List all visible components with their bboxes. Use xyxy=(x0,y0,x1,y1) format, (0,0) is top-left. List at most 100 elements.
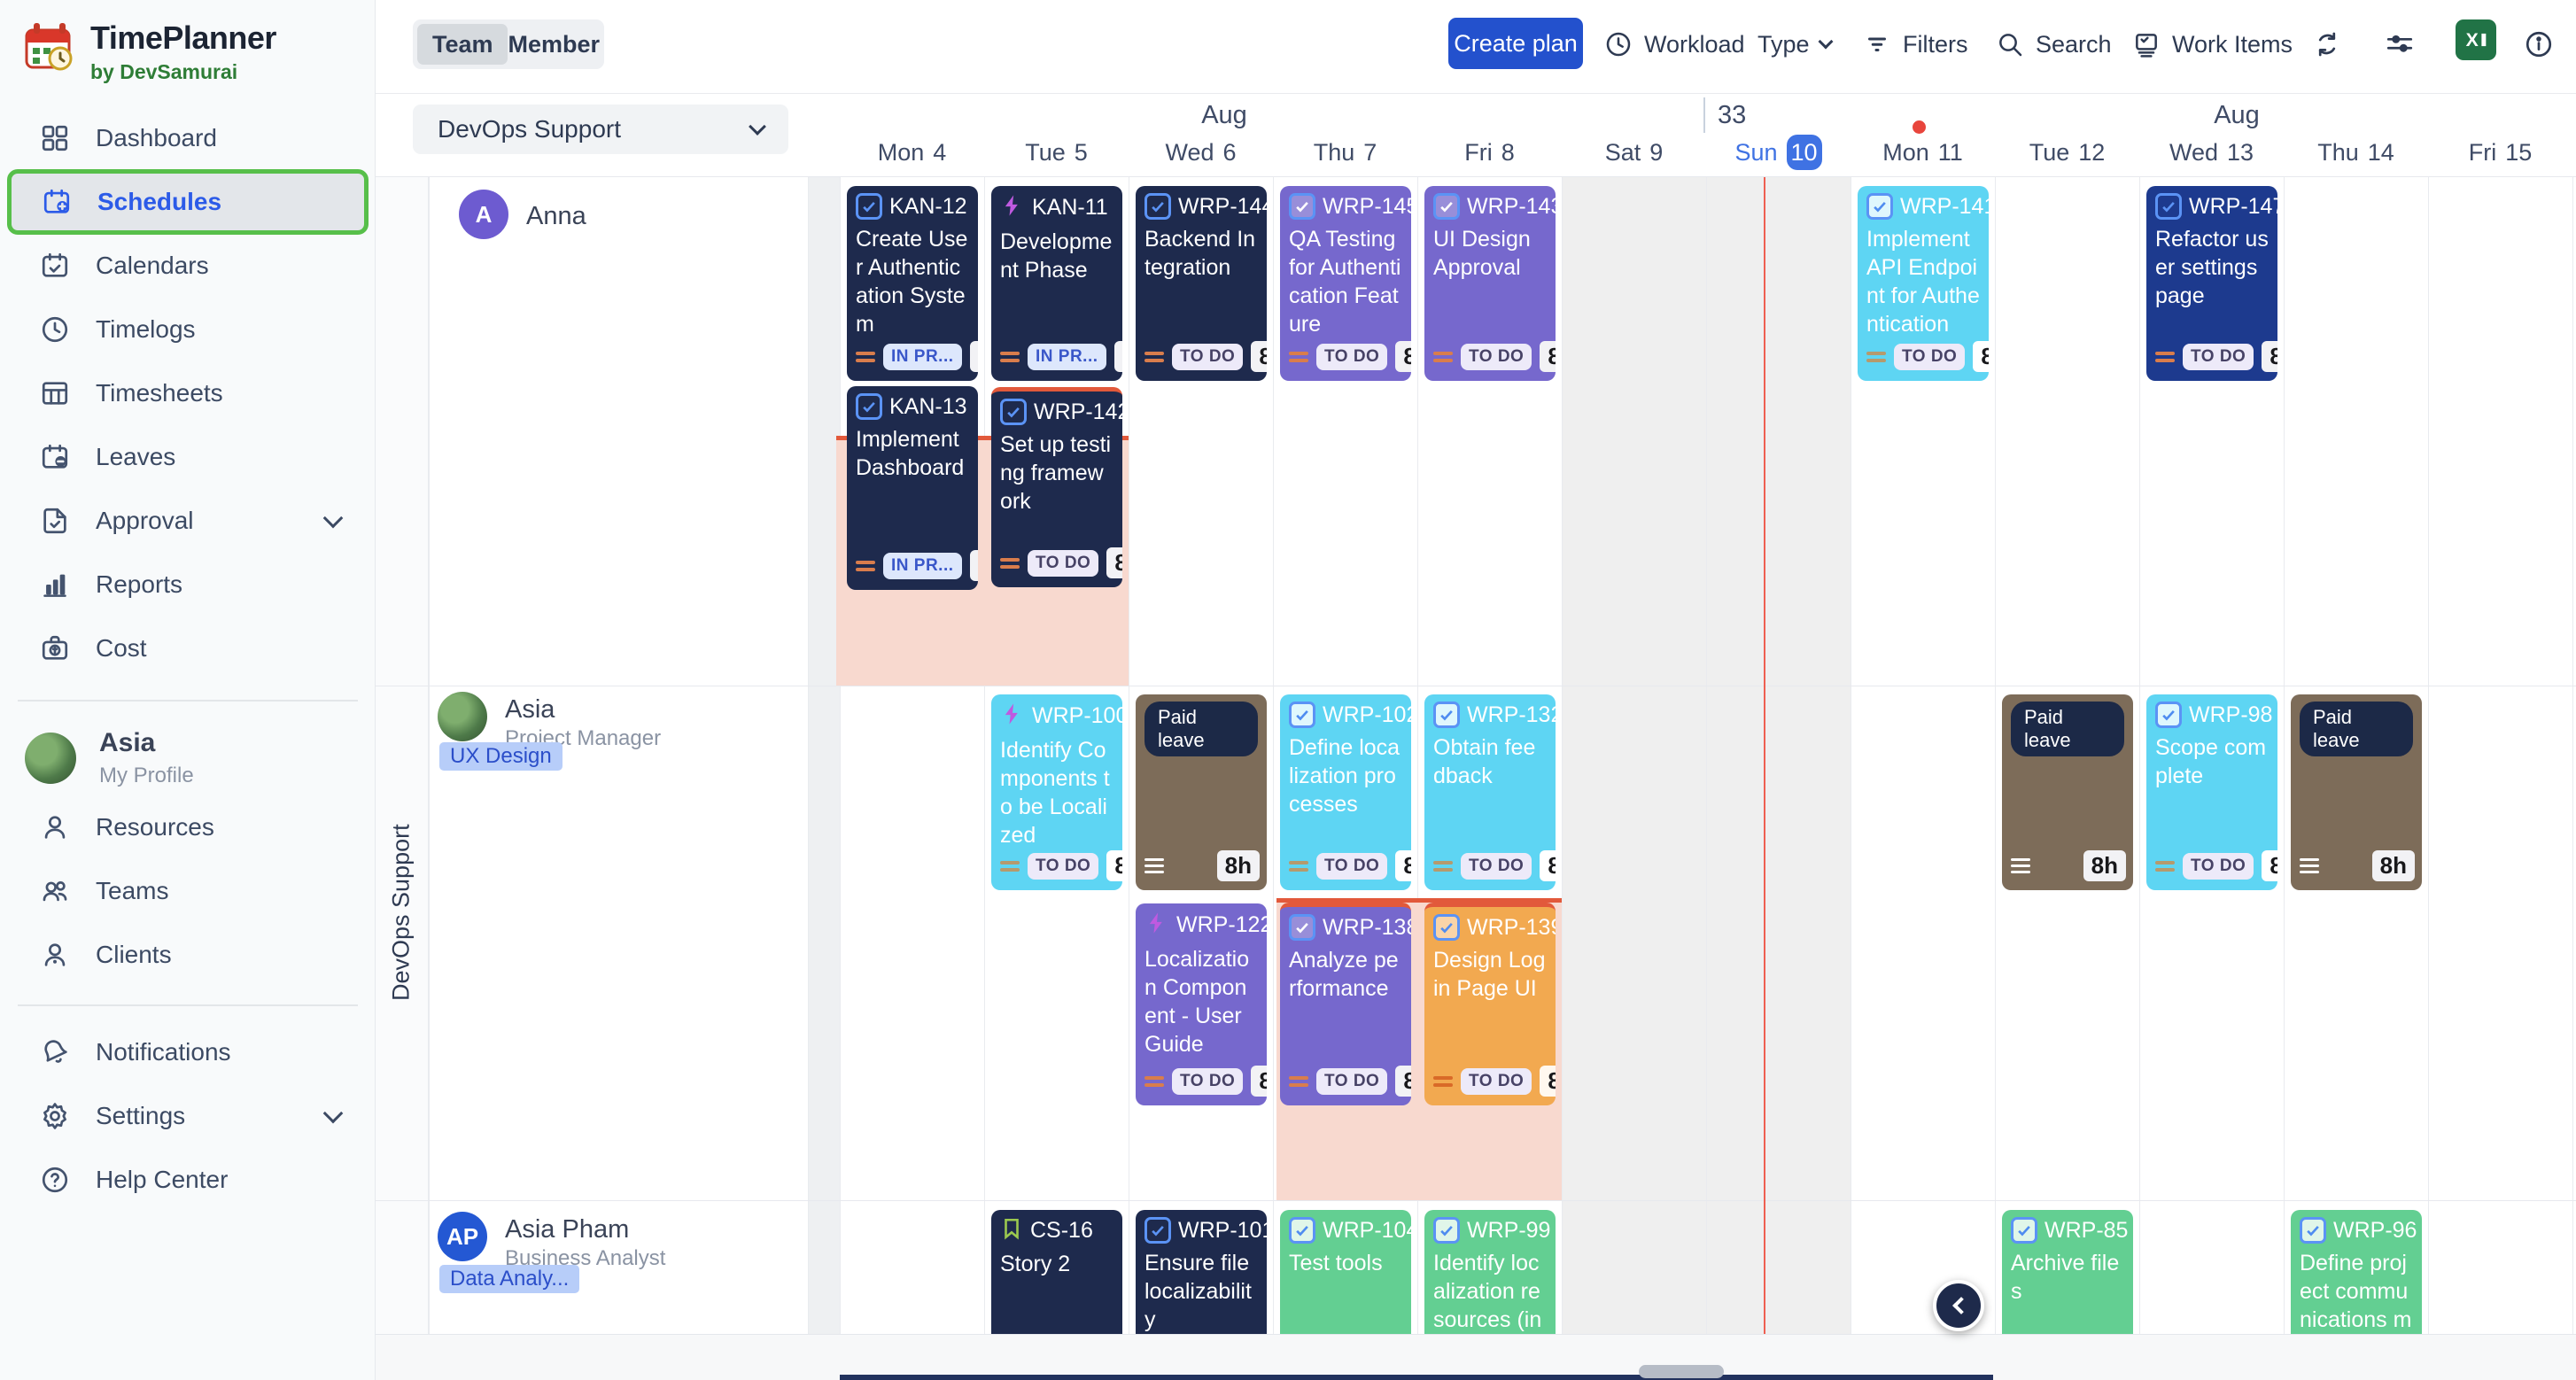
sidebar-item-reports[interactable]: Reports xyxy=(0,553,376,616)
avatar[interactable]: AP xyxy=(438,1212,487,1261)
day-header-wed-13[interactable]: Wed 13 xyxy=(2169,138,2254,166)
task-card[interactable]: WRP-85 Archive files xyxy=(2002,1210,2133,1334)
day-header-thu-7[interactable]: Thu 7 xyxy=(1313,138,1377,166)
hours-badge: 8h xyxy=(1973,341,1989,372)
task-card[interactable]: WRP-145 QA Testing for Authentication Fe… xyxy=(1280,186,1411,381)
sidebar-profile[interactable]: Asia My Profile xyxy=(25,728,194,788)
sidebar-item-notifications[interactable]: Notifications xyxy=(0,1020,376,1084)
day-header-tue-12[interactable]: Tue 12 xyxy=(2029,138,2106,166)
hours-badge: 8h xyxy=(1106,547,1122,578)
sidebar-item-leaves[interactable]: Leaves xyxy=(0,425,376,489)
task-card[interactable]: WRP-99 Identify localization resources (… xyxy=(1424,1210,1556,1334)
sidebar-item-teams[interactable]: Teams xyxy=(0,859,376,923)
grid-line xyxy=(2139,177,2140,1334)
avatar[interactable] xyxy=(438,692,487,741)
day-header-fri-15[interactable]: Fri 15 xyxy=(2468,138,2533,166)
hours-badge: 8h xyxy=(1106,850,1122,881)
resource-name[interactable]: Anna xyxy=(526,202,586,230)
collapse-panel-button[interactable] xyxy=(1933,1280,1984,1331)
sidebar-item-help-center[interactable]: Help Center xyxy=(0,1148,376,1212)
checkbox-icon xyxy=(1433,702,1460,728)
day-header-wed-6[interactable]: Wed 6 xyxy=(1165,138,1237,166)
day-header-sat-9[interactable]: Sat 9 xyxy=(1604,138,1664,166)
task-card[interactable]: KAN-12 Create User Authentication System… xyxy=(847,186,978,381)
task-card[interactable]: CS-16 Story 2 xyxy=(991,1210,1122,1334)
task-card[interactable]: WRP-122 Localization Component - User Gu… xyxy=(1136,903,1267,1105)
svg-text:X: X xyxy=(2466,29,2479,50)
bell-icon xyxy=(39,1036,71,1068)
display-settings-button[interactable] xyxy=(2385,21,2415,67)
excel-export-button[interactable]: X xyxy=(2456,19,2496,60)
sync-button[interactable] xyxy=(2312,21,2342,67)
status-badge: TO DO xyxy=(1028,549,1099,577)
sidebar-item-approval[interactable]: Approval xyxy=(0,489,376,553)
team-toggle-button[interactable]: Team xyxy=(417,24,508,65)
hours-badge: 8h xyxy=(1251,341,1267,372)
sidebar-item-dashboard[interactable]: Dashboard xyxy=(0,106,376,170)
day-header-mon-11[interactable]: Mon 11 xyxy=(1882,138,1963,166)
day-header-fri-8[interactable]: Fri 8 xyxy=(1464,138,1515,166)
task-card[interactable]: WRP-132 Obtain feedback TO DO8h xyxy=(1424,694,1556,890)
sidebar-item-timesheets[interactable]: Timesheets xyxy=(0,361,376,425)
task-card[interactable]: WRP-104 Test tools xyxy=(1280,1210,1411,1334)
checkbox-icon xyxy=(1144,1217,1171,1244)
create-plan-button[interactable]: Create plan xyxy=(1448,18,1583,69)
horizontal-scrollbar[interactable] xyxy=(376,1334,2576,1380)
task-card[interactable]: WRP-98 Scope complete TO DO8h xyxy=(2146,694,2277,890)
task-card[interactable]: WRP-101 Ensure file localizability xyxy=(1136,1210,1267,1334)
task-card[interactable]: KAN-13 Implement Dashboard IN PR...8h xyxy=(847,386,978,590)
task-card[interactable]: WRP-141 Implement API Endpoint for Authe… xyxy=(1858,186,1989,381)
sidebar-item-settings[interactable]: Settings xyxy=(0,1084,376,1148)
sidebar-item-calendars[interactable]: Calendars xyxy=(0,234,376,298)
resource-skill-tag[interactable]: Data Analy... xyxy=(439,1265,580,1293)
info-button[interactable] xyxy=(2524,21,2554,67)
grid-gutter xyxy=(808,177,840,1334)
status-badge: TO DO xyxy=(1461,852,1532,880)
grid-line xyxy=(429,177,430,1334)
hours-badge: 8h xyxy=(2371,850,2415,881)
avatar[interactable]: A xyxy=(459,190,508,239)
day-header-mon-4[interactable]: Mon 4 xyxy=(877,138,947,166)
priority-icon xyxy=(856,351,875,362)
task-card[interactable]: WRP-96 Define project communications mat… xyxy=(2291,1210,2422,1334)
resource-name[interactable]: Asia Pham xyxy=(505,1215,630,1244)
status-badge: TO DO xyxy=(1316,1067,1388,1095)
resource-skill-tag[interactable]: UX Design xyxy=(439,742,563,771)
member-toggle-button[interactable]: Member xyxy=(508,30,600,58)
work-items-button[interactable]: Work Items xyxy=(2131,21,2293,67)
leave-card[interactable]: Paid leave 8h xyxy=(1136,694,1267,890)
leave-card[interactable]: Paid leave 8h xyxy=(2291,694,2422,890)
grid-line xyxy=(1562,177,1563,1334)
task-card[interactable]: WRP-100 Identify Components to be Locali… xyxy=(991,694,1122,890)
day-header-tue-5[interactable]: Tue 5 xyxy=(1025,138,1088,166)
task-card[interactable]: WRP-143 UI Design Approval TO DO8h xyxy=(1424,186,1556,381)
task-card[interactable]: WRP-139 Design Login Page UI TO DO8h xyxy=(1424,903,1556,1105)
day-header-thu-14[interactable]: Thu 14 xyxy=(2317,138,2394,166)
status-badge: TO DO xyxy=(2183,343,2254,370)
task-card[interactable]: WRP-138 Analyze performance TO DO8h xyxy=(1280,903,1411,1105)
bookmark-icon xyxy=(1000,1217,1023,1244)
sidebar-item-schedules[interactable]: Schedules xyxy=(7,169,369,235)
scrollbar-thumb[interactable] xyxy=(1639,1365,1724,1378)
sidebar-item-resources[interactable]: Resources xyxy=(0,795,376,859)
sidebar-item-timelogs[interactable]: Timelogs xyxy=(0,298,376,361)
hours-badge: 8h xyxy=(1395,850,1411,881)
search-button[interactable]: Search xyxy=(1995,21,2112,67)
sidebar-item-clients[interactable]: Clients xyxy=(0,923,376,987)
menu-icon xyxy=(2011,858,2030,873)
sidebar-item-cost[interactable]: Cost xyxy=(0,616,376,680)
task-card[interactable]: KAN-11 Development Phase IN PR...8h xyxy=(991,186,1122,381)
client-icon xyxy=(39,939,71,971)
leave-card[interactable]: Paid leave 8h xyxy=(2002,694,2133,890)
workload-button[interactable]: Workload xyxy=(1603,21,1745,67)
day-header-sun-10[interactable]: Sun 10 xyxy=(1706,135,1851,170)
resource-name[interactable]: Asia xyxy=(505,695,555,724)
type-dropdown[interactable]: Type xyxy=(1757,21,1834,67)
task-card[interactable]: WRP-102 Define localization processes TO… xyxy=(1280,694,1411,890)
filters-button[interactable]: Filters xyxy=(1862,21,1968,67)
task-card[interactable]: WRP-144 Backend Integration TO DO8h xyxy=(1136,186,1267,381)
group-selector[interactable]: DevOps Support xyxy=(413,105,788,154)
task-card[interactable]: WRP-147 Refactor user settings page TO D… xyxy=(2146,186,2277,381)
task-card[interactable]: WRP-142 Set up testing framework TO DO8h xyxy=(991,387,1122,587)
